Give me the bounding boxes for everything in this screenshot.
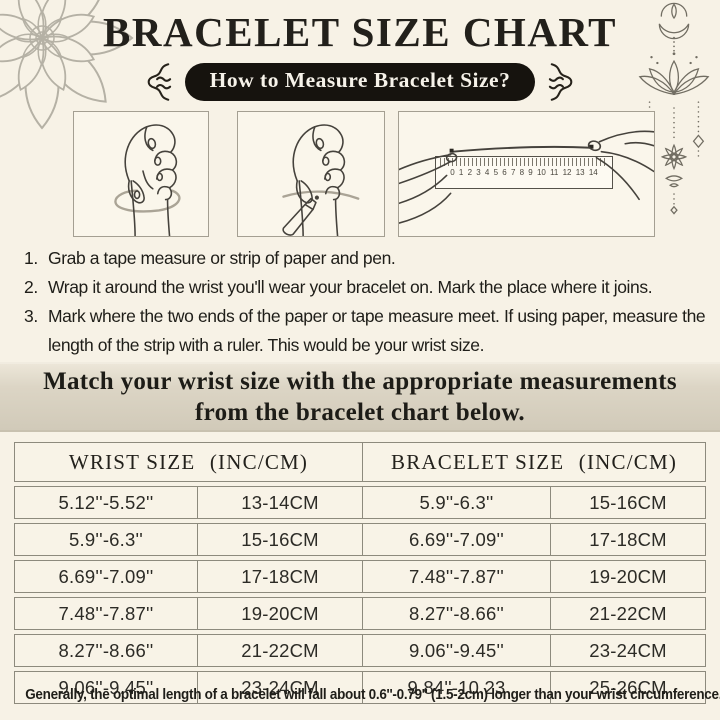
bracelet-size-header: BRACELET SIZE (INC/CM) xyxy=(362,442,707,482)
table-row: 9.06''-9.45'' 23-24CM 9.84''-10.23 25-26CM xyxy=(14,671,707,704)
wrist-size-header: WRIST SIZE (INC/CM) xyxy=(14,442,362,482)
badge-row: How to Measure Bracelet Size? xyxy=(0,61,720,103)
instruction-list: 1. Grab a tape measure or strip of paper… xyxy=(24,244,708,360)
step-number: 2. xyxy=(24,277,38,297)
step-text: Mark where the two ends of the paper or … xyxy=(48,306,706,355)
step-number: 1. xyxy=(24,248,38,268)
instruction-step: 3. Mark where the two ends of the paper … xyxy=(24,302,708,360)
instruction-step: 2. Wrap it around the wrist you'll wear … xyxy=(24,273,708,302)
table-row: 8.27''-8.66'' 21-22CM 9.06''-9.45'' 23-24C… xyxy=(14,634,707,667)
hand-with-pen-drawing xyxy=(282,124,360,236)
ruler-ticks xyxy=(440,158,608,166)
illustration-mark-with-pen xyxy=(237,111,385,237)
match-size-banner: Match your wrist size with the appropria… xyxy=(0,362,720,432)
footer-note: Generally, the optimal length of a brace… xyxy=(25,687,720,703)
lotus-hanging-ornament xyxy=(638,2,710,215)
step-text: Wrap it around the wrist you'll wear you… xyxy=(48,277,653,297)
ruler-numbers: 0 1 2 3 4 5 6 7 8 9 10 11 12 13 14 xyxy=(450,168,598,177)
illustration-measure-with-ruler: 0 1 2 3 4 5 6 7 8 9 10 11 12 13 14 xyxy=(398,111,655,237)
step-text: Grab a tape measure or strip of paper an… xyxy=(48,248,396,268)
mandala-corner-ornament xyxy=(0,0,134,130)
table-header-row: WRIST SIZE (INC/CM) BRACELET SIZE (INC/C… xyxy=(14,442,707,482)
size-table: WRIST SIZE (INC/CM) BRACELET SIZE (INC/C… xyxy=(14,438,707,708)
instruction-step: 1. Grab a tape measure or strip of paper… xyxy=(24,244,708,273)
illustration-wrap-tape xyxy=(73,111,209,237)
table-row: 5.12''-5.52'' 13-14CM 5.9''-6.3'' 15-16CM xyxy=(14,486,707,519)
table-row: 7.48''-7.87'' 19-20CM 8.27''-8.66'' 21-22C… xyxy=(14,597,707,630)
banner-text: Match your wrist size with the appropria… xyxy=(43,367,677,427)
step-number: 3. xyxy=(24,306,38,326)
hand-with-tape-drawing xyxy=(114,124,181,236)
page-title: BRACELET SIZE CHART xyxy=(103,9,617,55)
ruler: 0 1 2 3 4 5 6 7 8 9 10 11 12 13 14 xyxy=(435,156,613,189)
table-row: 5.9''-6.3'' 15-16CM 6.69''-7.09'' 17-18CM xyxy=(14,523,707,556)
table-row: 6.69''-7.09'' 17-18CM 7.48''-7.87'' 19-20C… xyxy=(14,560,707,593)
left-flourish-icon xyxy=(147,63,171,101)
hands-with-cord-drawing xyxy=(399,130,654,224)
right-flourish-icon xyxy=(549,63,573,101)
how-to-measure-badge: How to Measure Bracelet Size? xyxy=(184,63,536,101)
